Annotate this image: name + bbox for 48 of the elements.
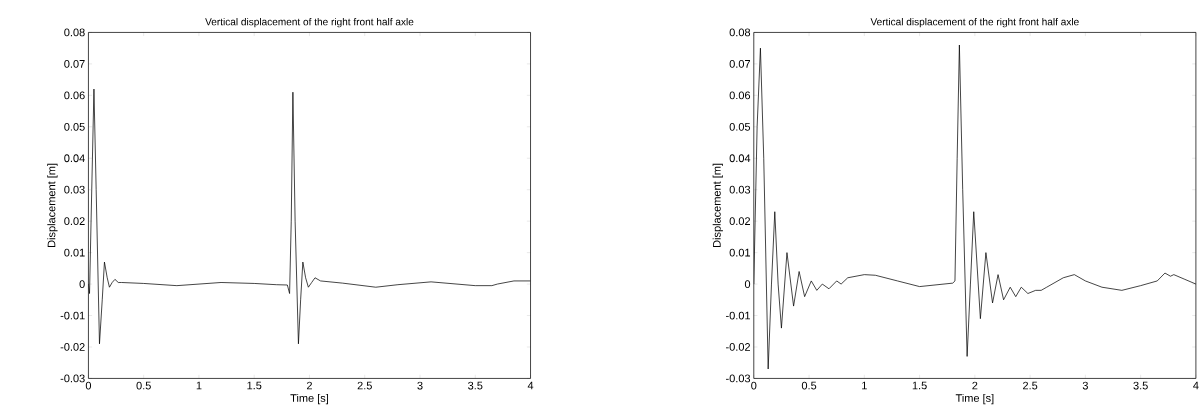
x-tick-label: 0.5 xyxy=(801,381,817,390)
x-tick-label: 3 xyxy=(1082,381,1088,390)
y-tick-label: 0.07 xyxy=(729,59,751,68)
y-tick-label: 0.04 xyxy=(64,154,85,163)
y-axis-title: Displacement [m] xyxy=(47,163,58,247)
y-tick-label: 0 xyxy=(79,280,85,288)
y-tick-label: 0 xyxy=(744,280,751,288)
x-axis-title: Time [s] xyxy=(955,393,994,405)
x-tick-label: 0.5 xyxy=(136,381,151,390)
y-tick-label: 0.03 xyxy=(729,185,751,194)
x-tick-label: 0 xyxy=(85,381,92,390)
x-tick-label: 1 xyxy=(862,381,867,390)
x-tick-label: 2.5 xyxy=(357,381,372,390)
y-tick-label: 0.08 xyxy=(64,28,85,37)
y-tick-label: -0.02 xyxy=(726,343,751,351)
y-tick-label: 0.07 xyxy=(64,59,85,68)
x-tick-label: 3.5 xyxy=(1133,381,1148,390)
y-tick-label: -0.01 xyxy=(60,311,85,320)
y-tick-label: -0.03 xyxy=(726,374,751,383)
y-tick-label: 0.05 xyxy=(64,122,85,131)
x-tick-label: 2.5 xyxy=(1023,381,1038,390)
x-tick-label: 4 xyxy=(1193,381,1199,390)
x-tick-label: 2 xyxy=(306,381,312,390)
y-tick-label: 0.04 xyxy=(729,154,751,163)
x-tick-label: 3.5 xyxy=(468,381,483,390)
y-tick-label: -0.02 xyxy=(60,343,85,351)
y-tick-label: 0.06 xyxy=(64,91,85,100)
x-tick-label: 1.5 xyxy=(247,381,262,390)
y-tick-label: -0.01 xyxy=(726,311,751,320)
y-tick-label: 0.06 xyxy=(729,91,751,100)
x-axis-title: Time [s] xyxy=(290,393,329,405)
x-tick-label: 4 xyxy=(527,381,534,390)
x-tick-label: 3 xyxy=(417,381,423,390)
y-tick-label: 0.02 xyxy=(729,217,751,225)
x-tick-label: 1 xyxy=(196,381,202,390)
x-tick-label: 0 xyxy=(751,381,757,390)
y-tick-label: 0.01 xyxy=(64,248,85,257)
y-axis-title: Displacement [m] xyxy=(712,163,723,247)
x-tick-label: 2 xyxy=(972,381,978,390)
x-tick-label: 1.5 xyxy=(912,381,927,390)
y-tick-label: 0.02 xyxy=(64,217,85,225)
chart-title: Vertical displacement of the right front half axle xyxy=(870,17,1079,28)
y-tick-label: 0.05 xyxy=(729,122,751,131)
y-tick-label: 0.01 xyxy=(729,248,751,257)
y-tick-label: 0.03 xyxy=(64,185,85,194)
chart-title: Vertical displacement of the right front half axle xyxy=(205,17,414,28)
y-tick-label: 0.08 xyxy=(729,28,751,37)
y-tick-label: -0.03 xyxy=(60,374,85,383)
